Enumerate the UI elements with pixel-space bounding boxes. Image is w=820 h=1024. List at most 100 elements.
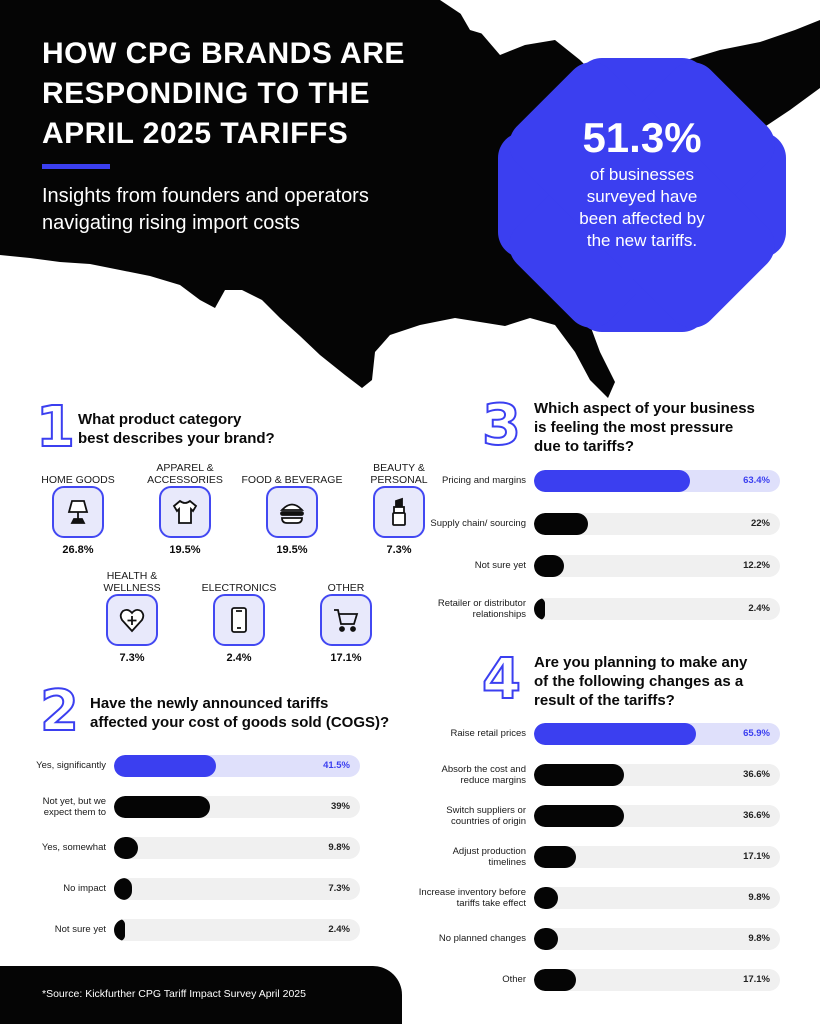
category-label: HEALTH & WELLNESS [103, 570, 161, 594]
bar [534, 887, 559, 909]
stat-line: of businesses [590, 165, 694, 184]
category-food-beverage: FOOD & BEVERAGE 19.5% [240, 460, 344, 556]
bar-track: 2.4% [114, 919, 360, 941]
bar-label: Yes, somewhat [41, 842, 106, 853]
bar [114, 878, 132, 900]
bar-track: 9.8% [534, 928, 780, 950]
bar [534, 598, 545, 621]
bar [114, 919, 125, 941]
question-3-line: Which aspect of your business [534, 400, 755, 417]
category-home-goods: HOME GOODS 26.8% [26, 460, 130, 556]
heart-plus-icon [106, 594, 158, 646]
bar-label: No planned changes [438, 933, 526, 944]
bar-label: Switch suppliers or countries of origin [446, 804, 526, 828]
question-3-line: due to tariffs? [534, 438, 634, 455]
category-apparel: APPAREL & ACCESSORIES 19.5% [133, 460, 237, 556]
stat-value: 51.3% [582, 114, 702, 161]
bar-value-label: 65.9% [743, 728, 770, 739]
bar-value-label: 63.4% [743, 475, 770, 486]
burger-icon [266, 486, 318, 538]
source-note: *Source: Kickfurther CPG Tariff Impact S… [42, 988, 306, 1000]
stat-badge-shape [498, 58, 786, 332]
bar [534, 969, 577, 991]
bar-label: Not sure yet [474, 560, 526, 572]
bar-value-label: 17.1% [743, 974, 770, 985]
bar-track: 2.4% [534, 598, 780, 621]
bar-value-label: 2.4% [748, 603, 770, 615]
category-label: OTHER [327, 582, 365, 594]
hero-title-line: RESPONDING TO THE [42, 77, 370, 110]
stat-line: the new tariffs. [586, 231, 698, 250]
footer-bar [0, 966, 402, 1024]
lipstick-icon [373, 486, 425, 538]
question-3-text: Which aspect of your business is feeling… [534, 399, 755, 456]
bar-value-label: 17.1% [743, 851, 770, 862]
bar-track: 7.3% [114, 878, 360, 900]
question-1-text: What product category best describes you… [78, 410, 275, 448]
hero-title-line: HOW CPG BRANDS ARE [42, 37, 405, 70]
question-2-number: 2 [39, 679, 80, 744]
bar [534, 723, 697, 745]
phone-icon [213, 594, 265, 646]
bar-value-label: 2.4% [328, 924, 350, 935]
bar-label: Other [502, 974, 526, 985]
category-pct: 19.5% [169, 544, 201, 556]
bar-value-label: 9.8% [748, 933, 770, 944]
question-4-text: Are you planning to make any of the foll… [534, 653, 747, 710]
category-pct: 26.8% [62, 544, 94, 556]
stat-line: surveyed have [586, 187, 698, 206]
hero-subtitle-line: navigating rising import costs [42, 212, 300, 234]
bar [534, 764, 625, 786]
bar-value-label: 39% [330, 801, 350, 812]
bar [114, 755, 217, 777]
bar [534, 512, 589, 535]
hero-title-line: APRIL 2025 TARIFFS [42, 117, 349, 150]
bar-value-label: 36.6% [743, 810, 770, 821]
bar-value-label: 36.6% [743, 769, 770, 780]
title-underline [42, 164, 110, 169]
question-1-line: best describes your brand? [78, 430, 275, 447]
category-pct: 7.3% [119, 652, 145, 664]
lamp-icon [52, 486, 104, 538]
hero-title: HOW CPG BRANDS ARE RESPONDING TO THE APR… [42, 34, 482, 154]
category-pct: 19.5% [276, 544, 308, 556]
bar-track: 36.6% [534, 764, 780, 786]
bar [534, 846, 577, 868]
bar-value-label: 22% [750, 517, 770, 529]
bar-track: 39% [114, 796, 360, 818]
bar-track: 9.8% [534, 887, 780, 909]
category-label: APPAREL & ACCESSORIES [147, 462, 223, 486]
category-other: OTHER 17.1% [294, 568, 398, 664]
bar-value-label: 12.2% [743, 560, 770, 572]
category-pct: 17.1% [330, 652, 362, 664]
bar-value-label: 9.8% [328, 842, 350, 853]
question-3-number: 3 [481, 393, 522, 458]
bar-track: 65.9% [534, 723, 780, 745]
cart-icon [320, 594, 372, 646]
category-label: HOME GOODS [41, 474, 115, 486]
category-electronics: ELECTRONICS 2.4% [187, 568, 291, 664]
question-1-number: 1 [35, 395, 76, 460]
bar-label: Adjust production timelines [452, 845, 526, 869]
bar-value-label: 9.8% [748, 892, 770, 903]
bar [534, 470, 690, 492]
category-health-wellness: HEALTH & WELLNESS 7.3% [80, 568, 184, 664]
hero-subtitle: Insights from founders and operators nav… [42, 183, 482, 237]
stat-line: been affected by [579, 209, 705, 228]
category-label: FOOD & BEVERAGE [241, 474, 343, 486]
bar-value-label: 41.5% [323, 760, 350, 771]
bar-label: Yes, significantly [36, 760, 106, 771]
bar-track: 22% [534, 512, 780, 535]
bar-track: 41.5% [114, 755, 360, 777]
hero-subtitle-line: Insights from founders and operators [42, 185, 369, 207]
bar-label: Pricing and margins [442, 475, 526, 486]
category-label: ELECTRONICS [201, 582, 277, 594]
stat-description: of businesses surveyed have been affecte… [540, 164, 744, 252]
bar-label: Retailer or distributor relationships [437, 597, 526, 621]
bar-label: No impact [63, 883, 106, 894]
category-pct: 2.4% [226, 652, 252, 664]
question-4-line: result of the tariffs? [534, 692, 675, 709]
question-4-number: 4 [481, 647, 522, 712]
bar-label: Not yet, but we expect them to [42, 795, 106, 819]
question-4-line: Are you planning to make any [534, 654, 748, 671]
